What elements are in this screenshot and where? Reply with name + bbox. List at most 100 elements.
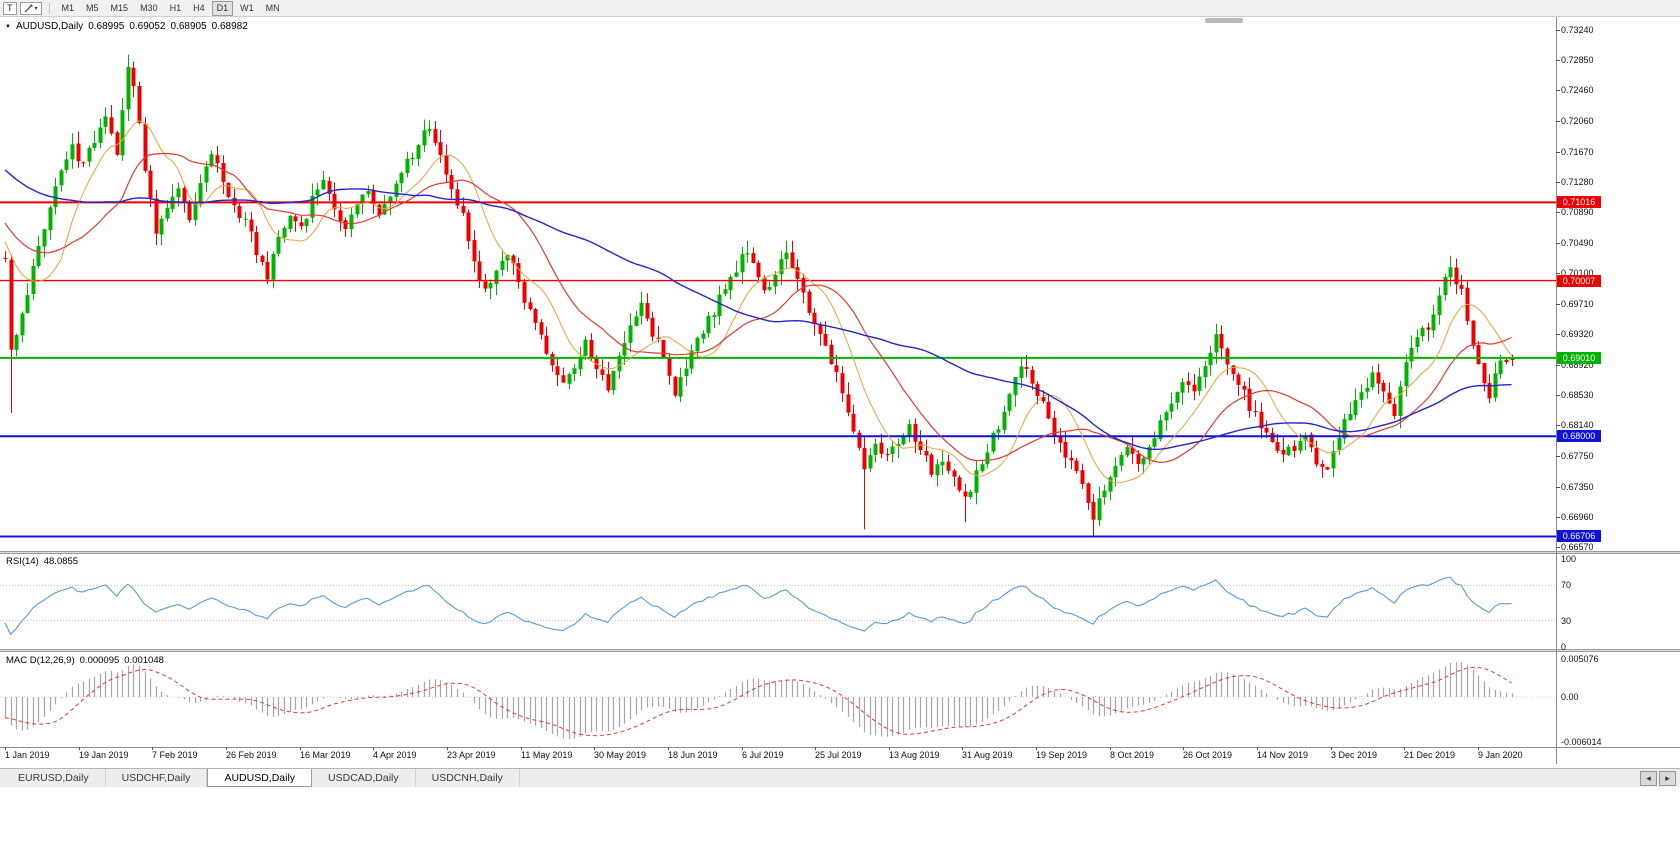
price-tick-mark xyxy=(1556,243,1560,245)
timeframe-m1-button[interactable]: M1 xyxy=(61,2,75,13)
price-tick-label: 0.67750 xyxy=(1561,450,1594,461)
price-tick-label: 0.68530 xyxy=(1561,390,1594,401)
tab-usdchf-daily[interactable]: USDCHF,Daily xyxy=(106,769,208,787)
time-tick-label: 30 May 2019 xyxy=(594,750,647,760)
time-tick-label: 25 Jul 2019 xyxy=(815,750,862,760)
chart-hscroll-thumb[interactable] xyxy=(1205,18,1243,23)
price-tick-label: 0.70490 xyxy=(1561,238,1594,249)
time-tick-mark xyxy=(1404,747,1405,750)
text-cursor-tool-button[interactable]: T xyxy=(3,1,17,15)
time-tick-mark xyxy=(1331,747,1332,750)
timeframe-d1-button[interactable]: D1 xyxy=(211,0,234,16)
draw-tools-button[interactable]: ▾ xyxy=(19,1,42,15)
pane-separator[interactable] xyxy=(0,551,1680,554)
time-tick-mark xyxy=(742,747,743,750)
rsi-tick-label: 30 xyxy=(1561,615,1572,626)
price-tick-label: 0.66570 xyxy=(1561,542,1594,552)
time-axis[interactable] xyxy=(0,747,1680,764)
price-tick-mark xyxy=(1556,425,1560,427)
macd-indicator-label: MAC D(12,26,9) 0.000095 0.001048 xyxy=(6,655,164,666)
macd-canvas[interactable] xyxy=(0,652,1556,747)
price-tick-mark xyxy=(1556,121,1560,123)
price-tick-label: 0.70100 xyxy=(1561,268,1594,279)
price-level-tag: 0.71016 xyxy=(1557,196,1601,209)
time-tick-mark xyxy=(79,747,80,750)
ohlc-high: 0.69052 xyxy=(129,21,166,32)
price-tick-mark xyxy=(1556,486,1560,488)
price-tick-mark xyxy=(1556,181,1560,183)
price-tick-label: 0.70890 xyxy=(1561,207,1594,218)
price-level-tag: 0.66706 xyxy=(1557,530,1601,543)
price-tick-label: 0.72060 xyxy=(1561,116,1594,127)
time-tick-label: 13 Aug 2019 xyxy=(889,750,940,760)
rsi-value: 48.0855 xyxy=(43,556,79,567)
price-level-tag: 0.69010 xyxy=(1557,351,1601,364)
timeframe-m15-button[interactable]: M15 xyxy=(110,2,129,13)
rsi-canvas[interactable] xyxy=(0,554,1556,649)
time-tick-label: 23 Apr 2019 xyxy=(447,750,496,760)
time-tick-mark xyxy=(1110,747,1111,750)
price-tick-mark xyxy=(1556,90,1560,92)
time-tick-label: 8 Oct 2019 xyxy=(1110,750,1155,760)
price-axis-border xyxy=(1556,17,1557,764)
price-chart-canvas[interactable] xyxy=(0,17,1556,551)
timeframe-w1-button[interactable]: W1 xyxy=(240,2,254,13)
timeframe-h1-button[interactable]: H1 xyxy=(169,2,182,13)
pencil-icon xyxy=(24,4,33,13)
time-tick-mark xyxy=(226,747,227,750)
timeframe-m5-button[interactable]: M5 xyxy=(86,2,99,13)
ohlc-open: 0.68995 xyxy=(88,21,125,32)
toolbar-separator xyxy=(48,2,50,14)
price-tick-mark xyxy=(1556,395,1560,397)
ohlc-low: 0.68905 xyxy=(170,21,207,32)
pane-separator[interactable] xyxy=(0,649,1680,652)
time-tick-mark xyxy=(815,747,816,750)
time-tick-mark xyxy=(447,747,448,750)
timeframe-mn-button[interactable]: MN xyxy=(265,2,280,13)
tab-usdcad-daily[interactable]: USDCAD,Daily xyxy=(312,769,416,787)
time-tick-label: 31 Aug 2019 xyxy=(962,750,1013,760)
macd-name: MAC D(12,26,9) xyxy=(6,655,75,666)
chart-title: ▼ AUDUSD,Daily 0.68995 0.69052 0.68905 0… xyxy=(5,21,248,32)
price-level-tag: 0.70007 xyxy=(1557,274,1601,287)
price-tick-label: 0.68920 xyxy=(1561,359,1594,370)
price-tick-mark xyxy=(1556,516,1560,518)
tab-scroll-buttons: ◂ ▸ xyxy=(1640,769,1680,787)
price-tick-mark xyxy=(1556,30,1560,31)
tab-eurusd-daily[interactable]: EURUSD,Daily xyxy=(2,769,106,787)
price-tick-label: 0.69320 xyxy=(1561,328,1594,339)
price-tick-label: 0.69710 xyxy=(1561,298,1594,309)
time-tick-mark xyxy=(962,747,963,750)
price-tick-mark xyxy=(1556,273,1560,275)
price-tick-mark xyxy=(1556,151,1560,153)
price-tick-label: 0.71280 xyxy=(1561,176,1594,187)
time-tick-label: 18 Jun 2019 xyxy=(668,750,718,760)
price-tick-label: 0.71670 xyxy=(1561,146,1594,157)
price-tick-mark xyxy=(1556,60,1560,62)
tab-audusd-daily[interactable]: AUDUSD,Daily xyxy=(207,769,313,787)
time-tick-mark xyxy=(1183,747,1184,750)
timeframe-h4-button[interactable]: H4 xyxy=(193,2,205,13)
tab-usdcnh-daily[interactable]: USDCNH,Daily xyxy=(416,769,520,787)
ohlc-close: 0.68982 xyxy=(211,21,248,32)
time-tick-label: 1 Jan 2019 xyxy=(5,750,50,760)
rsi-tick-label: 0 xyxy=(1561,642,1567,652)
time-tick-label: 16 Mar 2019 xyxy=(300,750,351,760)
time-tick-mark xyxy=(594,747,595,750)
timeframe-m30-button[interactable]: M30 xyxy=(140,2,158,13)
price-tick-label: 0.72460 xyxy=(1561,85,1594,96)
time-tick-label: 7 Feb 2019 xyxy=(152,750,198,760)
price-tick-mark xyxy=(1556,455,1560,457)
macd-value-main: 0.000095 xyxy=(79,655,120,666)
tab-scroll-right-button[interactable]: ▸ xyxy=(1659,770,1676,786)
price-tick-mark xyxy=(1556,333,1560,335)
price-tick-label: 0.72850 xyxy=(1561,55,1594,66)
price-tick-label: 0.68140 xyxy=(1561,420,1594,431)
time-tick-mark xyxy=(5,747,6,750)
time-tick-mark xyxy=(521,747,522,750)
time-tick-label: 6 Jul 2019 xyxy=(742,750,784,760)
chart-symbol-label: AUDUSD,Daily xyxy=(15,21,84,32)
price-tick-label: 0.66960 xyxy=(1561,511,1594,522)
time-tick-mark xyxy=(373,747,374,750)
tab-scroll-left-button[interactable]: ◂ xyxy=(1640,770,1657,786)
